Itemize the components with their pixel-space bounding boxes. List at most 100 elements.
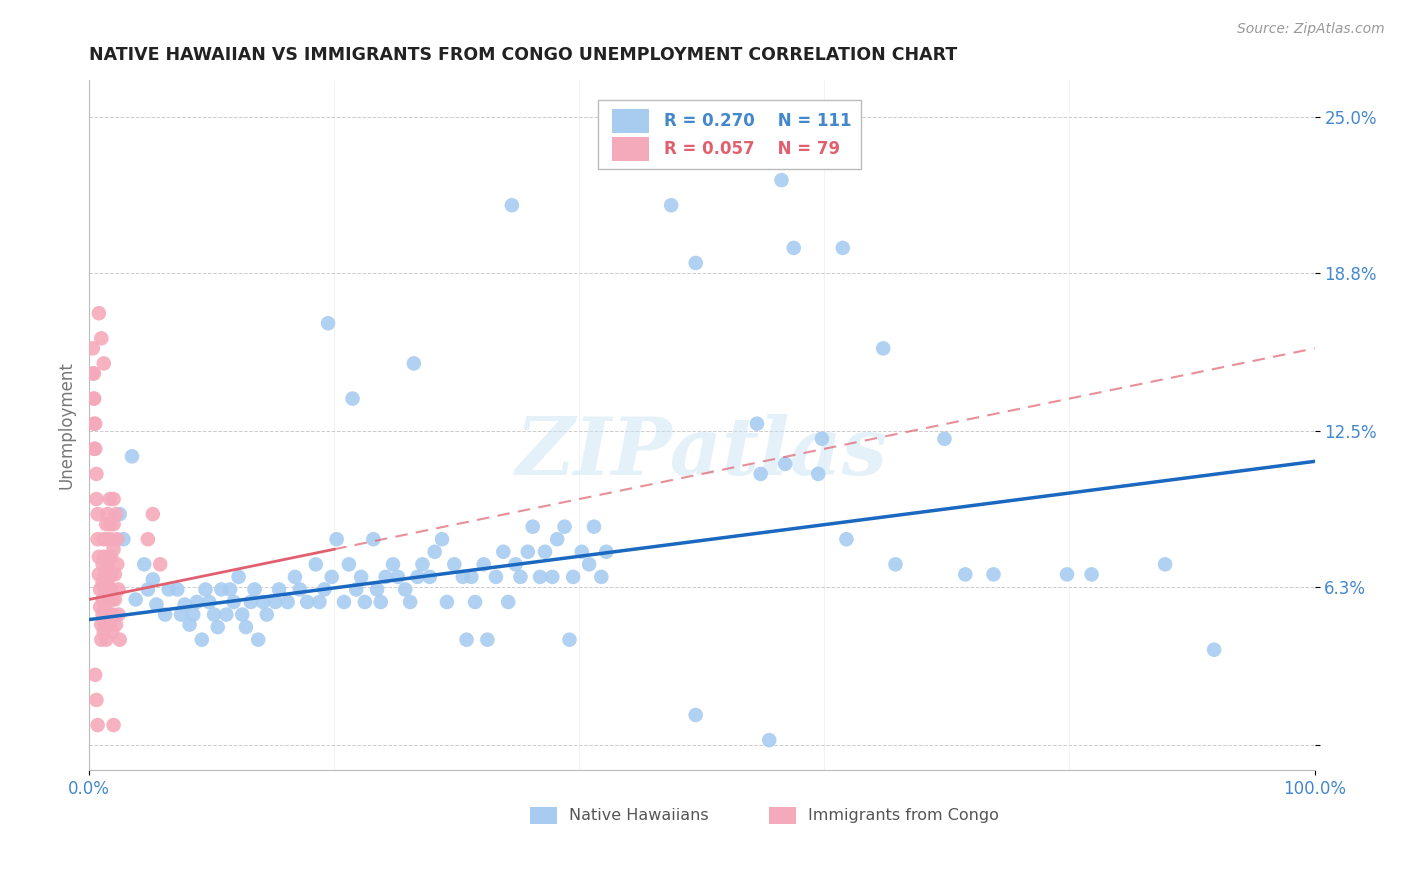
Point <box>872 342 894 356</box>
Point <box>91 558 114 572</box>
Point <box>97 592 120 607</box>
Point <box>166 582 188 597</box>
Point <box>1154 558 1177 572</box>
Point <box>522 519 544 533</box>
Point <box>83 417 105 431</box>
Point <box>252 595 274 609</box>
Point <box>219 582 242 597</box>
Point <box>783 241 806 255</box>
Point <box>534 545 557 559</box>
Point <box>84 668 107 682</box>
Point <box>485 570 508 584</box>
Point <box>86 467 108 481</box>
Point <box>451 570 474 584</box>
Bar <box>530 806 557 824</box>
Point <box>104 592 127 607</box>
Point <box>100 549 122 564</box>
Point <box>256 607 278 622</box>
Point <box>501 198 523 212</box>
Point <box>382 558 405 572</box>
Point <box>472 558 495 572</box>
Point <box>811 432 834 446</box>
Point <box>83 392 105 406</box>
Point <box>202 607 225 622</box>
Point <box>288 582 311 597</box>
Point <box>83 392 105 406</box>
Point <box>94 617 117 632</box>
Point <box>142 573 165 587</box>
Point <box>170 607 193 622</box>
Point <box>591 570 613 584</box>
Point <box>101 592 124 607</box>
Point <box>96 517 118 532</box>
Point <box>105 617 128 632</box>
Point <box>103 542 125 557</box>
Point <box>983 567 1005 582</box>
Point <box>93 356 115 370</box>
Bar <box>613 109 650 133</box>
Text: R = 0.270    N = 111: R = 0.270 N = 111 <box>664 112 852 130</box>
Point <box>84 442 107 456</box>
Point <box>562 570 585 584</box>
Point <box>82 342 104 356</box>
Point <box>101 625 124 640</box>
Point <box>363 533 385 547</box>
Point <box>284 570 307 584</box>
Text: Source: ZipAtlas.com: Source: ZipAtlas.com <box>1237 22 1385 37</box>
Point <box>96 607 118 622</box>
Point <box>456 632 478 647</box>
Point <box>955 567 977 582</box>
Point <box>505 558 527 572</box>
Point <box>264 595 287 609</box>
Point <box>100 567 122 582</box>
Point <box>100 533 122 547</box>
Point <box>94 600 117 615</box>
Point <box>181 607 204 622</box>
Point <box>316 316 339 330</box>
Point <box>134 558 156 572</box>
Point <box>1056 567 1078 582</box>
Point <box>97 549 120 564</box>
Point <box>93 625 115 640</box>
Point <box>374 570 396 584</box>
Point <box>402 356 425 370</box>
Point <box>98 517 121 532</box>
Point <box>105 533 128 547</box>
Bar <box>769 806 796 824</box>
Point <box>749 467 772 481</box>
Point <box>529 570 551 584</box>
Point <box>96 507 118 521</box>
Point <box>87 567 110 582</box>
Point <box>353 595 375 609</box>
Point <box>807 467 830 481</box>
Point <box>98 607 121 622</box>
Point <box>370 595 392 609</box>
Point <box>554 519 576 533</box>
Point <box>558 632 581 647</box>
Point <box>325 533 347 547</box>
Point <box>103 718 125 732</box>
Point <box>142 507 165 521</box>
Point <box>366 582 388 597</box>
Point <box>509 570 531 584</box>
Point <box>103 517 125 532</box>
Point <box>477 632 499 647</box>
Point <box>387 570 409 584</box>
Point <box>83 442 105 456</box>
Point <box>541 570 564 584</box>
Point <box>314 582 336 597</box>
Point <box>136 582 159 597</box>
Point <box>91 592 114 607</box>
Point <box>94 582 117 597</box>
Point <box>419 570 441 584</box>
Point <box>333 595 356 609</box>
Point <box>308 595 330 609</box>
Point <box>222 595 245 609</box>
Point <box>105 507 128 521</box>
Point <box>97 582 120 597</box>
Point <box>89 600 111 615</box>
Y-axis label: Unemployment: Unemployment <box>58 361 75 489</box>
Point <box>136 533 159 547</box>
Point <box>198 595 221 609</box>
Point <box>86 693 108 707</box>
